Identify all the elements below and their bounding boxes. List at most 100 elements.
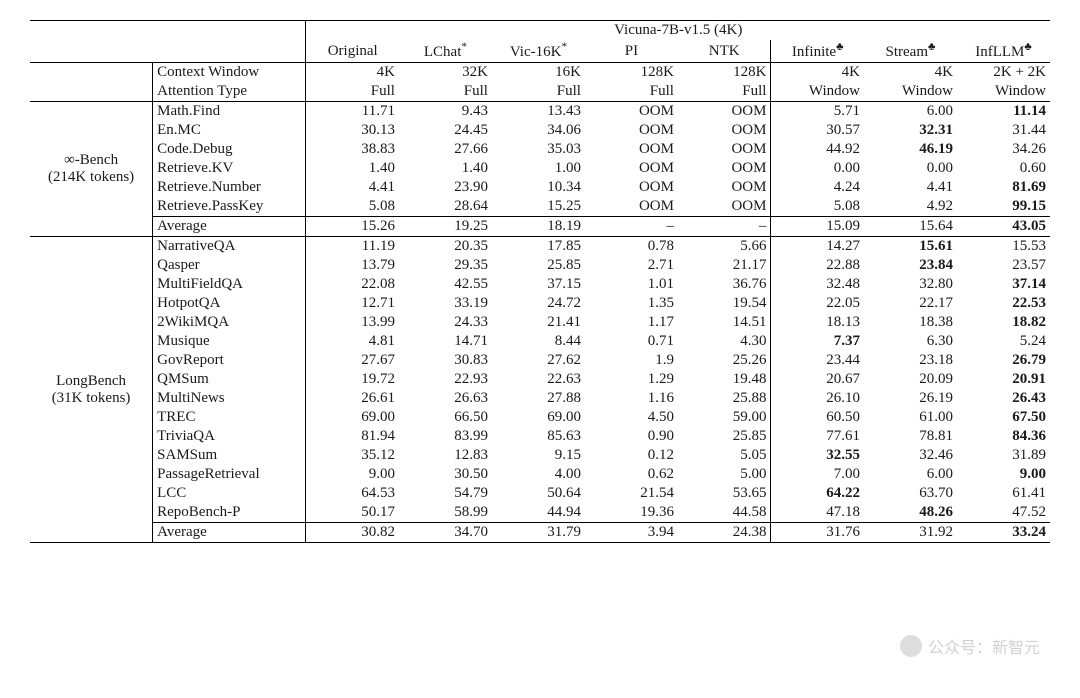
wechat-icon xyxy=(900,635,922,657)
data-cell: 26.43 xyxy=(957,389,1050,408)
attention-type-value: Window xyxy=(771,82,864,102)
data-cell: 37.14 xyxy=(957,275,1050,294)
data-cell: 23.44 xyxy=(771,351,864,370)
data-cell: 1.00 xyxy=(492,159,585,178)
data-cell: 15.53 xyxy=(957,237,1050,257)
data-cell: 34.06 xyxy=(492,121,585,140)
data-cell: 15.25 xyxy=(492,197,585,217)
data-cell: 11.19 xyxy=(306,237,399,257)
data-cell: 14.71 xyxy=(399,332,492,351)
average-cell: – xyxy=(585,217,678,237)
data-cell: 11.71 xyxy=(306,102,399,122)
data-cell: 26.19 xyxy=(864,389,957,408)
data-cell: 5.66 xyxy=(678,237,771,257)
data-cell: 10.34 xyxy=(492,178,585,197)
row-label: TREC xyxy=(153,408,306,427)
row-label: Retrieve.KV xyxy=(153,159,306,178)
data-cell: 7.37 xyxy=(771,332,864,351)
data-cell: 64.53 xyxy=(306,484,399,503)
average-cell: 43.05 xyxy=(957,217,1050,237)
data-cell: 21.17 xyxy=(678,256,771,275)
data-cell: 20.09 xyxy=(864,370,957,389)
header-blank xyxy=(30,40,153,63)
data-cell: 42.55 xyxy=(399,275,492,294)
data-cell: 18.13 xyxy=(771,313,864,332)
data-cell: 44.92 xyxy=(771,140,864,159)
average-cell: 3.94 xyxy=(585,523,678,543)
data-cell: 66.50 xyxy=(399,408,492,427)
data-cell: 6.00 xyxy=(864,465,957,484)
data-cell: 1.17 xyxy=(585,313,678,332)
row-label: Math.Find xyxy=(153,102,306,122)
column-header: PI xyxy=(585,40,678,63)
data-cell: 33.19 xyxy=(399,294,492,313)
results-table: Vicuna-7B-v1.5 (4K)OriginalLChat*Vic-16K… xyxy=(30,20,1050,543)
row-label: LCC xyxy=(153,484,306,503)
data-cell: 14.51 xyxy=(678,313,771,332)
data-cell: 50.17 xyxy=(306,503,399,523)
data-cell: 0.00 xyxy=(771,159,864,178)
data-cell: 22.08 xyxy=(306,275,399,294)
data-cell: 50.64 xyxy=(492,484,585,503)
data-cell: 37.15 xyxy=(492,275,585,294)
data-cell: 25.26 xyxy=(678,351,771,370)
data-cell: 4.81 xyxy=(306,332,399,351)
context-window-value: 4K xyxy=(771,63,864,83)
data-cell: OOM xyxy=(678,102,771,122)
data-cell: 83.99 xyxy=(399,427,492,446)
data-cell: 17.85 xyxy=(492,237,585,257)
data-cell: 81.94 xyxy=(306,427,399,446)
data-cell: 54.79 xyxy=(399,484,492,503)
average-cell: 19.25 xyxy=(399,217,492,237)
data-cell: 46.19 xyxy=(864,140,957,159)
row-label: SAMSum xyxy=(153,446,306,465)
data-cell: 32.80 xyxy=(864,275,957,294)
data-cell: 20.67 xyxy=(771,370,864,389)
data-cell: 27.88 xyxy=(492,389,585,408)
data-cell: 35.12 xyxy=(306,446,399,465)
data-cell: 58.99 xyxy=(399,503,492,523)
data-cell: OOM xyxy=(678,140,771,159)
row-label: Retrieve.Number xyxy=(153,178,306,197)
row-label: NarrativeQA xyxy=(153,237,306,257)
attention-type-value: Full xyxy=(492,82,585,102)
column-header: InfLLM♣ xyxy=(957,40,1050,63)
data-cell: 5.71 xyxy=(771,102,864,122)
data-cell: 69.00 xyxy=(306,408,399,427)
data-cell: 7.00 xyxy=(771,465,864,484)
data-cell: 4.24 xyxy=(771,178,864,197)
data-cell: 25.85 xyxy=(678,427,771,446)
column-header: Vic-16K* xyxy=(492,40,585,63)
row-label: MultiNews xyxy=(153,389,306,408)
average-cell: 15.26 xyxy=(306,217,399,237)
data-cell: OOM xyxy=(585,121,678,140)
row-label: MultiFieldQA xyxy=(153,275,306,294)
data-cell: 0.12 xyxy=(585,446,678,465)
data-cell: OOM xyxy=(678,121,771,140)
data-cell: 20.35 xyxy=(399,237,492,257)
data-cell: 59.00 xyxy=(678,408,771,427)
data-cell: 31.89 xyxy=(957,446,1050,465)
data-cell: 27.67 xyxy=(306,351,399,370)
data-cell: 14.27 xyxy=(771,237,864,257)
data-cell: 23.90 xyxy=(399,178,492,197)
data-cell: 1.35 xyxy=(585,294,678,313)
data-cell: 0.60 xyxy=(957,159,1050,178)
data-cell: 19.54 xyxy=(678,294,771,313)
average-cell: 15.09 xyxy=(771,217,864,237)
data-cell: 4.50 xyxy=(585,408,678,427)
data-cell: 44.58 xyxy=(678,503,771,523)
row-label: GovReport xyxy=(153,351,306,370)
data-cell: 29.35 xyxy=(399,256,492,275)
data-cell: OOM xyxy=(678,159,771,178)
data-cell: OOM xyxy=(585,178,678,197)
data-cell: 67.50 xyxy=(957,408,1050,427)
data-cell: 19.72 xyxy=(306,370,399,389)
header-blank xyxy=(30,63,153,83)
data-cell: 32.48 xyxy=(771,275,864,294)
data-cell: 85.63 xyxy=(492,427,585,446)
data-cell: 30.13 xyxy=(306,121,399,140)
data-cell: 4.92 xyxy=(864,197,957,217)
attention-type-value: Full xyxy=(678,82,771,102)
data-cell: 11.14 xyxy=(957,102,1050,122)
